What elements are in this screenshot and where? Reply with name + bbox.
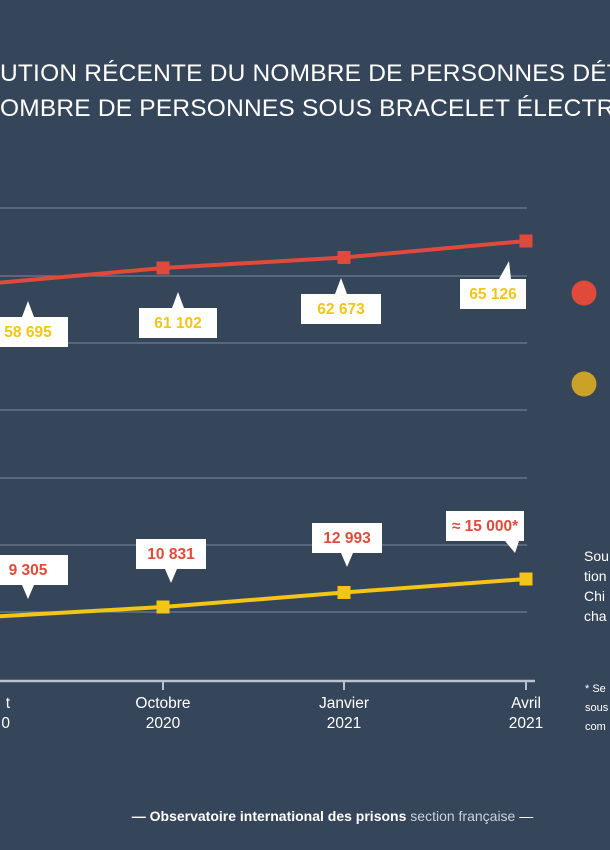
- point-1-1: [156, 600, 170, 614]
- x-tick-label-0-1: 0: [1, 715, 10, 732]
- data-label-1-0: 9 305: [9, 562, 48, 579]
- callout-box-0-0: [0, 317, 68, 347]
- point-1-3: [519, 572, 533, 586]
- point-0-3: [519, 234, 533, 248]
- x-tick-label-1-1: 2020: [146, 715, 181, 732]
- callout-tail-0-1: [172, 292, 184, 308]
- chart-title-line-1: UTION RÉCENTE DU NOMBRE DE PERSONNES DÉT…: [0, 60, 610, 87]
- x-tick-label-0-0: t: [6, 695, 11, 712]
- callout-tail-1-3: [505, 541, 519, 553]
- point-1-2: [337, 585, 351, 599]
- callout-box-1-0: [0, 555, 68, 585]
- data-label-0-2: 62 673: [317, 301, 365, 318]
- data-label-1-2: 12 993: [323, 530, 371, 547]
- x-tick-label-2-1: 2021: [327, 715, 361, 732]
- callout-box-0-2: [301, 294, 381, 324]
- callout-box-0-3: [460, 279, 526, 309]
- callout-tail-1-1: [165, 569, 177, 583]
- credit-dash: —: [519, 808, 534, 824]
- side-note-text: Sou tion Chi cha: [584, 548, 609, 624]
- credit-organisation: — Observatoire international des prisons: [131, 808, 407, 824]
- callout-tail-0-3: [499, 261, 511, 279]
- callout-tail-1-2: [341, 553, 353, 567]
- legend-dot-0: [571, 280, 597, 306]
- data-label-0-1: 61 102: [154, 315, 201, 332]
- legend-dot-1: [571, 371, 597, 397]
- data-label-0-3: 65 126: [469, 286, 517, 303]
- x-tick-label-2-0: Janvier: [319, 695, 369, 712]
- callout-tail-1-0: [22, 585, 34, 599]
- x-tick-label-3-1: 2021: [509, 715, 543, 732]
- chart-title-line-2: OMBRE DE PERSONNES SOUS BRACELET ÉLECTR: [0, 95, 610, 122]
- credit-section: section française: [410, 808, 516, 824]
- callout-box-0-1: [139, 308, 217, 338]
- callout-box-1-3: [446, 511, 524, 541]
- point-0-2: [337, 250, 351, 264]
- data-label-0-0: 58 695: [4, 324, 52, 341]
- data-label-1-3: ≈ 15 000*: [452, 518, 519, 535]
- callout-tail-0-0: [22, 301, 34, 317]
- x-tick-label-3-0: Avril: [511, 695, 541, 712]
- footnote-text: * Se sous com: [585, 683, 609, 733]
- series-line-0: [0, 239, 527, 285]
- data-label-1-1: 10 831: [147, 546, 195, 563]
- point-0-1: [156, 261, 170, 275]
- callout-tail-0-2: [335, 278, 347, 294]
- x-tick-label-1-0: Octobre: [135, 695, 190, 712]
- credit-line: — Observatoire international des prisons…: [0, 808, 610, 824]
- callout-box-1-2: [312, 523, 382, 553]
- callout-box-1-1: [136, 539, 206, 569]
- series-line-1: [0, 577, 527, 619]
